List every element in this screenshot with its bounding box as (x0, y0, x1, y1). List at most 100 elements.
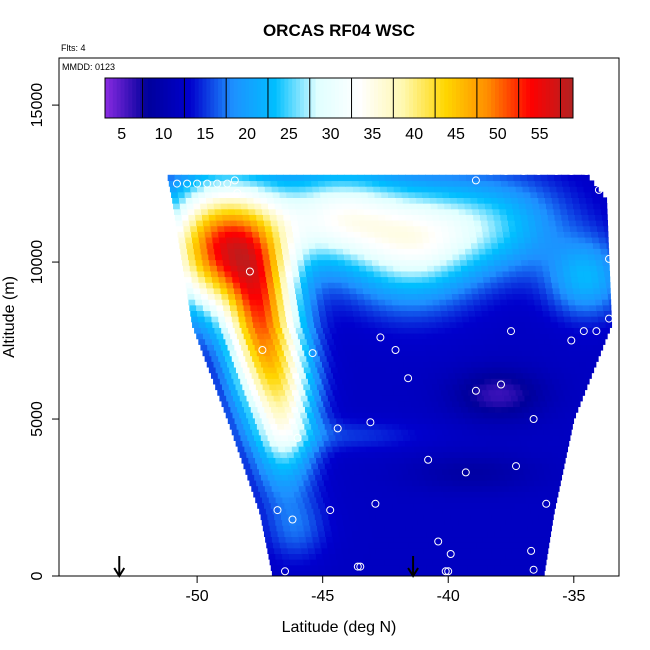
heatmap-cell (533, 253, 542, 261)
heatmap-cell (290, 423, 299, 430)
heatmap-cell (338, 502, 346, 509)
heatmap-cell (351, 479, 359, 487)
heatmap-cell (387, 429, 396, 436)
heatmap-cell (290, 366, 298, 374)
heatmap-cell (251, 270, 260, 278)
heatmap-cell (256, 479, 264, 487)
heatmap-cell (240, 378, 248, 385)
heatmap-cell (524, 321, 532, 328)
heatmap-cell (224, 372, 232, 379)
heatmap-cell (544, 276, 552, 283)
heatmap-cell (465, 253, 474, 261)
heatmap-cell (441, 372, 449, 379)
heatmap-cell (541, 366, 549, 374)
heatmap-cell (265, 536, 273, 543)
heatmap-cell (433, 564, 441, 571)
heatmap-cell (439, 559, 447, 566)
heatmap-cell (450, 197, 458, 204)
heatmap-cell (554, 383, 562, 391)
heatmap-cell (456, 491, 465, 498)
heatmap-cell (319, 225, 327, 232)
heatmap-cell (258, 485, 266, 492)
heatmap-cell (507, 349, 516, 357)
heatmap-cell (296, 559, 305, 566)
heatmap-cell (563, 270, 571, 278)
heatmap-cell (435, 338, 443, 345)
heatmap-cell (333, 276, 342, 283)
heatmap-cell (370, 327, 378, 334)
colorbar-segment (440, 78, 445, 118)
heatmap-cell (269, 366, 278, 374)
colorbar-tick-label: 25 (280, 126, 298, 143)
heatmap-cell (537, 321, 546, 328)
heatmap-cell (266, 395, 275, 402)
heatmap-cell (500, 525, 508, 532)
heatmap-cell (507, 299, 515, 306)
heatmap-cell (374, 316, 382, 323)
heatmap-cell (242, 440, 250, 447)
heatmap-cell (361, 338, 369, 345)
heatmap-cell (525, 287, 534, 295)
heatmap-cell (248, 248, 256, 255)
heatmap-cell (287, 197, 295, 204)
heatmap-cell (513, 214, 522, 221)
heatmap-cell (368, 395, 376, 402)
heatmap-cell (372, 265, 381, 272)
heatmap-cell (254, 344, 263, 351)
heatmap-cell (254, 248, 263, 255)
heatmap-cell (473, 349, 482, 357)
heatmap-cell (532, 344, 541, 351)
heatmap-cell (379, 530, 387, 538)
heatmap-cell (478, 344, 486, 351)
heatmap-cell (275, 344, 283, 351)
heatmap-cell (391, 174, 399, 182)
heatmap-cell (481, 310, 490, 317)
heatmap-cell (334, 321, 342, 328)
heatmap-cell (464, 361, 472, 368)
colorbar-segment (436, 78, 441, 118)
heatmap-cell (485, 248, 493, 255)
heatmap-cell (555, 349, 563, 357)
heatmap-cell (368, 491, 376, 498)
heatmap-cell (480, 462, 489, 470)
heatmap-cell (461, 225, 469, 232)
heatmap-cell (243, 462, 251, 470)
heatmap-cell (446, 219, 455, 227)
heatmap-cell (565, 242, 574, 249)
heatmap-cell (557, 338, 566, 345)
colorbar-tick-label: 5 (117, 126, 126, 143)
heatmap-cell (258, 225, 266, 232)
heatmap-cell (428, 468, 436, 475)
heatmap-cell (313, 468, 321, 475)
heatmap-cell (424, 553, 432, 560)
heatmap-cell (211, 191, 220, 198)
heatmap-cell (419, 530, 428, 538)
heatmap-cell (198, 236, 207, 244)
heatmap-cell (219, 321, 227, 328)
heatmap-cell (580, 327, 588, 334)
heatmap-cell (592, 236, 600, 244)
heatmap-cell (454, 225, 463, 232)
heatmap-cell (430, 434, 438, 441)
heatmap-cell (532, 248, 541, 255)
heatmap-cell (211, 338, 220, 345)
heatmap-cell (435, 355, 443, 362)
heatmap-cell (345, 530, 353, 538)
heatmap-cell (480, 304, 489, 312)
heatmap-cell (408, 508, 416, 515)
heatmap-cell (268, 208, 277, 215)
heatmap-cell (177, 231, 185, 238)
heatmap-cell (300, 321, 308, 328)
heatmap-cell (574, 214, 583, 221)
heatmap-cell (406, 219, 414, 227)
heatmap-cell (482, 468, 491, 475)
heatmap-cell (344, 440, 352, 447)
heatmap-cell (571, 321, 580, 328)
heatmap-cell (358, 423, 366, 430)
heatmap-cell (284, 219, 292, 227)
heatmap-cell (361, 276, 369, 283)
heatmap-cell (397, 208, 406, 215)
heatmap-cell (539, 457, 548, 464)
heatmap-cell (396, 434, 404, 441)
heatmap-cell (508, 530, 516, 538)
